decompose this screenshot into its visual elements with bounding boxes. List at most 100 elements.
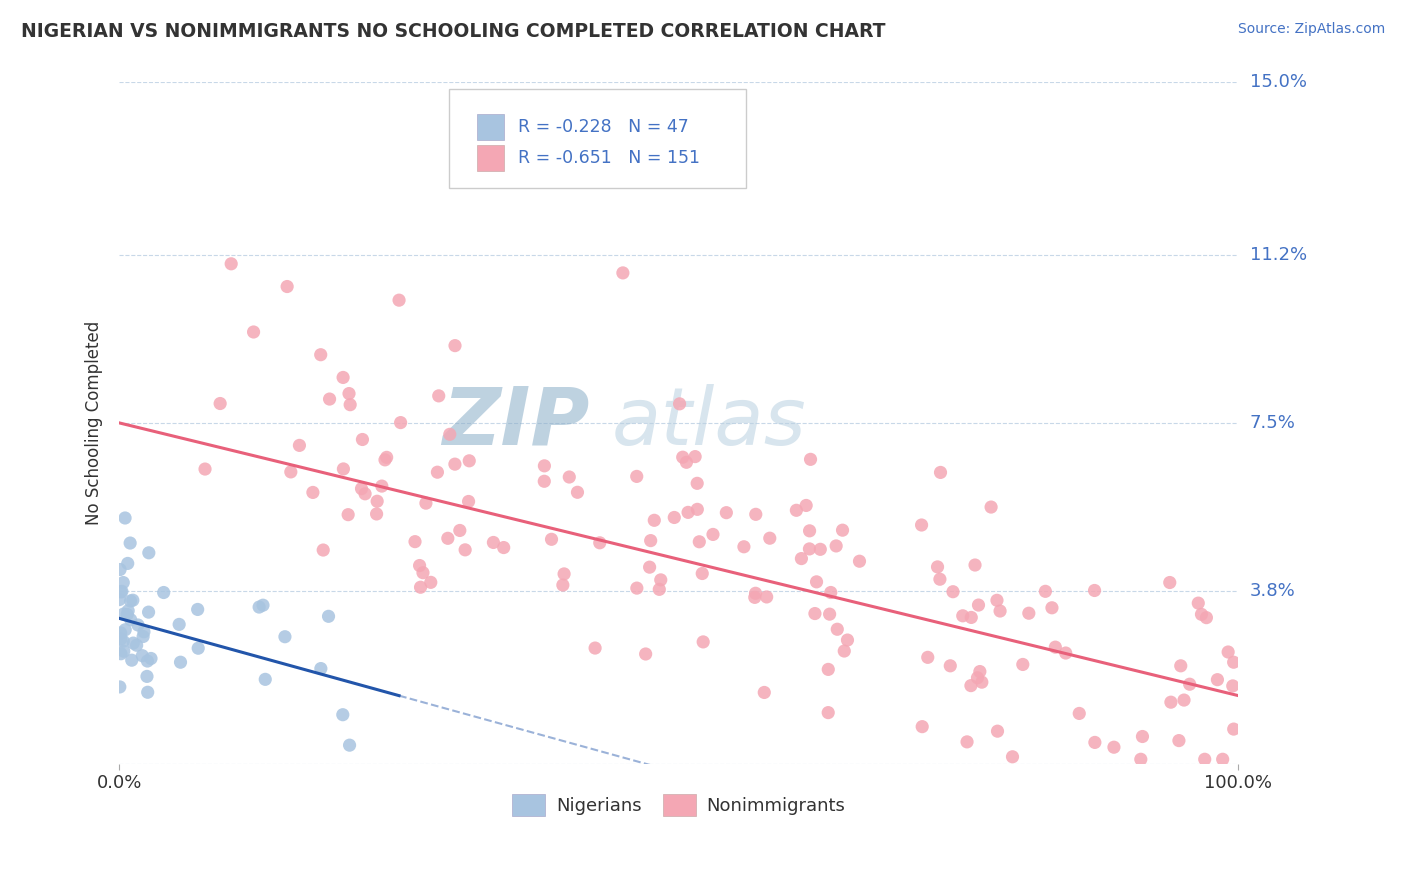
Text: 11.2%: 11.2%: [1250, 245, 1306, 264]
Point: [110, 625, 132, 640]
Point: [121, 653, 143, 667]
Point: [309, 662, 332, 676]
Point: [910, 518, 932, 533]
Point: [127, 618, 149, 632]
Point: [832, 644, 855, 658]
Point: [426, 465, 449, 479]
Point: [1187, 596, 1209, 610]
Point: [437, 531, 460, 545]
Point: [688, 534, 710, 549]
Point: [112, 644, 135, 658]
Point: [1170, 658, 1192, 673]
Point: [337, 386, 360, 401]
Point: [825, 539, 848, 553]
Point: [799, 541, 821, 556]
Point: [318, 392, 340, 406]
Point: [804, 607, 827, 621]
Point: [675, 455, 697, 469]
Point: [187, 602, 209, 616]
Point: [444, 338, 467, 352]
Point: [332, 462, 354, 476]
Point: [444, 457, 467, 471]
Point: [612, 266, 634, 280]
Point: [117, 557, 139, 571]
Point: [492, 541, 515, 555]
Point: [758, 531, 780, 545]
Point: [927, 560, 949, 574]
Point: [790, 551, 813, 566]
Point: [745, 508, 768, 522]
Point: [120, 536, 142, 550]
Point: [911, 720, 934, 734]
Point: [1222, 679, 1244, 693]
Point: [960, 610, 983, 624]
Point: [114, 511, 136, 525]
Point: [702, 527, 724, 541]
Point: [969, 665, 991, 679]
Point: [686, 502, 709, 516]
Point: [831, 523, 853, 537]
Point: [194, 462, 217, 476]
Point: [254, 673, 277, 687]
Point: [583, 641, 606, 656]
Point: [634, 647, 657, 661]
Y-axis label: No Schooling Completed: No Schooling Completed: [86, 321, 103, 525]
Point: [1045, 640, 1067, 655]
Point: [458, 454, 481, 468]
Point: [533, 475, 555, 489]
Point: [818, 607, 841, 622]
Point: [1132, 730, 1154, 744]
Point: [794, 499, 817, 513]
Legend: Nigerians, Nonimmigrants: Nigerians, Nonimmigrants: [505, 787, 852, 823]
Point: [1018, 606, 1040, 620]
Point: [110, 585, 132, 599]
Point: [967, 598, 990, 612]
Point: [1167, 733, 1189, 747]
Point: [449, 524, 471, 538]
FancyBboxPatch shape: [450, 89, 747, 187]
Point: [966, 671, 988, 685]
Point: [352, 433, 374, 447]
Point: [1069, 706, 1091, 721]
Point: [366, 507, 388, 521]
Point: [817, 662, 839, 676]
Point: [110, 632, 132, 646]
Point: [247, 600, 270, 615]
Point: [187, 641, 209, 656]
Point: [986, 593, 1008, 607]
Point: [664, 510, 686, 524]
Point: [755, 590, 778, 604]
Point: [112, 575, 135, 590]
Point: [389, 416, 412, 430]
Point: [676, 505, 699, 519]
Point: [827, 622, 849, 636]
Point: [988, 604, 1011, 618]
Point: [640, 533, 662, 548]
Point: [817, 706, 839, 720]
Point: [136, 685, 159, 699]
Point: [375, 450, 398, 465]
Point: [274, 630, 297, 644]
Point: [1084, 735, 1107, 749]
Point: [439, 427, 461, 442]
Point: [309, 348, 332, 362]
Point: [302, 485, 325, 500]
Point: [643, 513, 665, 527]
Point: [1001, 749, 1024, 764]
Point: [963, 558, 986, 572]
Point: [1083, 583, 1105, 598]
Point: [412, 566, 434, 580]
Point: [672, 450, 695, 465]
Point: [744, 591, 766, 605]
Point: [1129, 752, 1152, 766]
Point: [318, 609, 340, 624]
Point: [419, 575, 441, 590]
Point: [415, 496, 437, 510]
Point: [589, 536, 612, 550]
Point: [1040, 600, 1063, 615]
Point: [1222, 655, 1244, 669]
Point: [209, 396, 232, 410]
Point: [125, 638, 148, 652]
Point: [108, 592, 131, 607]
Point: [820, 585, 842, 599]
